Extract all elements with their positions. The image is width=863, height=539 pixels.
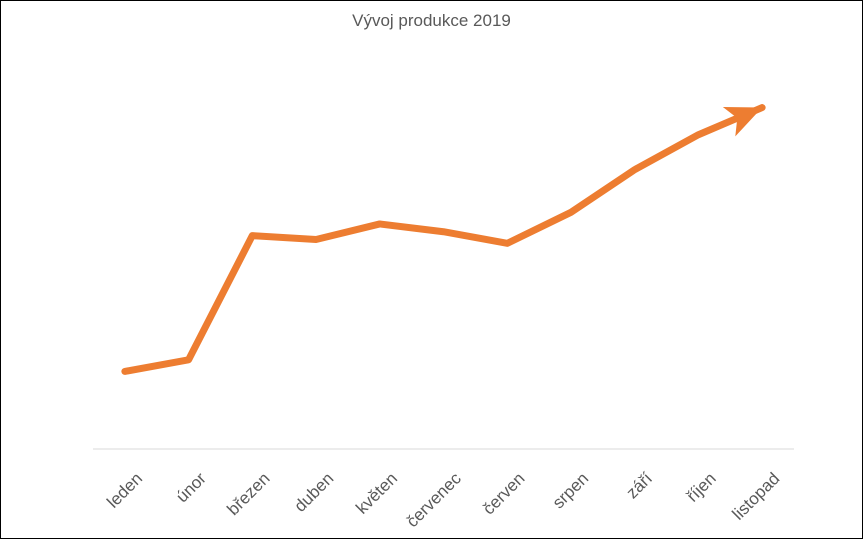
x-tick-label: září bbox=[623, 469, 657, 503]
data-point-2 bbox=[251, 235, 253, 237]
data-point-5 bbox=[443, 231, 444, 233]
data-point-10 bbox=[761, 107, 763, 109]
x-tick-label: leden bbox=[103, 469, 146, 512]
x-tick-label: srpen bbox=[549, 469, 593, 513]
data-point-6 bbox=[506, 242, 508, 244]
x-tick-label: duben bbox=[290, 469, 337, 516]
x-tick-label: březen bbox=[223, 469, 273, 519]
data-point-7 bbox=[570, 211, 572, 213]
chart-title: Vývoj produkce 2019 bbox=[352, 11, 511, 30]
series-line bbox=[121, 104, 766, 375]
data-point-4 bbox=[379, 223, 381, 225]
x-tick-label: říjen bbox=[683, 469, 720, 506]
x-tick-label: červen bbox=[479, 469, 529, 519]
x-tick-label: únor bbox=[172, 469, 210, 507]
data-point-8 bbox=[634, 169, 636, 171]
x-tick-label: listopad bbox=[729, 469, 784, 524]
data-point-3 bbox=[315, 238, 317, 240]
data-point-0 bbox=[124, 370, 126, 372]
x-tick-label: červenec bbox=[403, 469, 466, 532]
data-point-1 bbox=[188, 359, 190, 361]
data-point-9 bbox=[697, 134, 699, 136]
x-tick-label: květen bbox=[352, 469, 401, 518]
